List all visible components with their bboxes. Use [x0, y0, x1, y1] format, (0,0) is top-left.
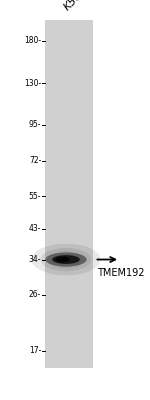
Text: 130-: 130- — [24, 79, 41, 88]
Text: 43-: 43- — [29, 224, 41, 233]
Ellipse shape — [41, 248, 91, 271]
Ellipse shape — [48, 251, 84, 268]
Text: TMEM192: TMEM192 — [98, 268, 145, 278]
Text: K562: K562 — [62, 0, 89, 12]
Ellipse shape — [45, 252, 87, 266]
Text: 180-: 180- — [24, 36, 41, 45]
Text: 17-: 17- — [29, 346, 41, 355]
Ellipse shape — [56, 256, 69, 263]
Ellipse shape — [32, 244, 101, 275]
Text: 26-: 26- — [29, 290, 41, 299]
Text: 95-: 95- — [29, 120, 41, 129]
Text: 55-: 55- — [29, 192, 41, 201]
Bar — [45, 20, 93, 368]
Text: 72-: 72- — [29, 156, 41, 166]
Ellipse shape — [52, 255, 80, 264]
Text: 34-: 34- — [29, 255, 41, 264]
